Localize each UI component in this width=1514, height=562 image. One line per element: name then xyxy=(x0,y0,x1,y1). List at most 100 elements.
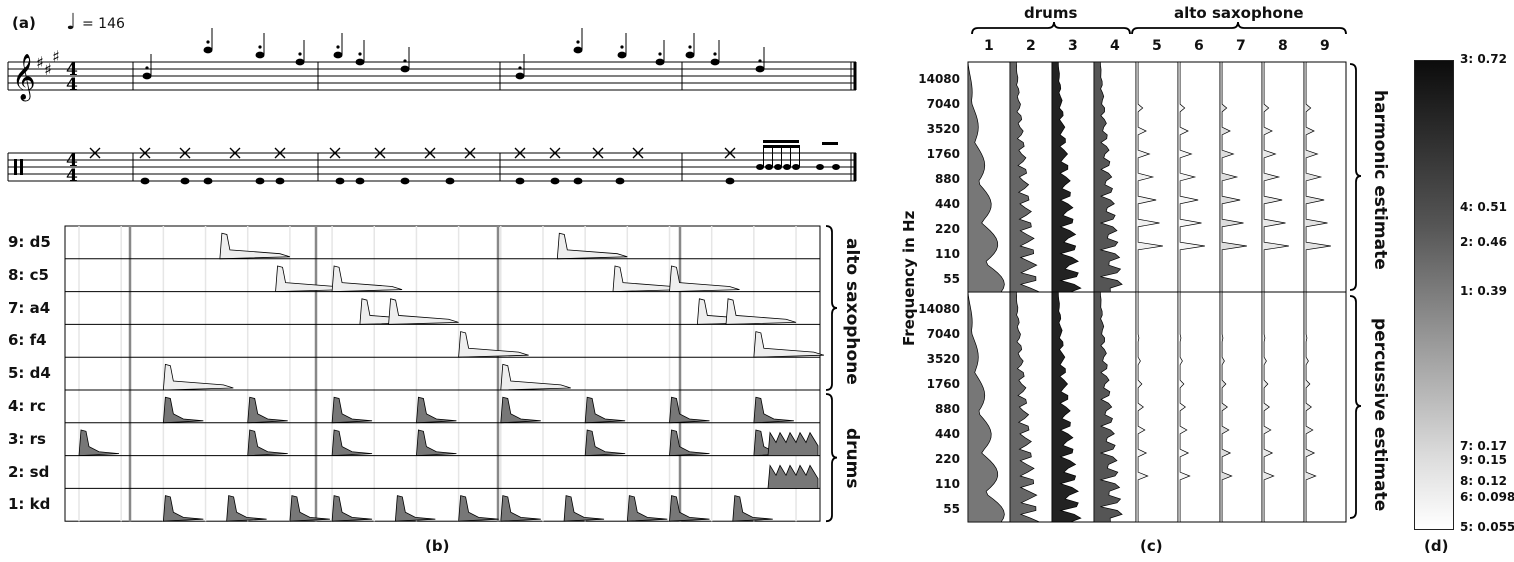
drum-note-head xyxy=(355,177,365,185)
panel-label-a: (a) xyxy=(12,14,36,32)
note-head xyxy=(355,58,365,66)
staccato-dot xyxy=(758,59,762,63)
activation-peak xyxy=(669,396,710,424)
note-head xyxy=(295,58,305,66)
roll-activation xyxy=(767,464,819,489)
spectrum-shape xyxy=(1177,291,1191,523)
activation-row-label: 8: c5 xyxy=(8,265,49,284)
frequency-tick-label: 3520 xyxy=(926,352,960,366)
activation-row-label: 7: a4 xyxy=(8,298,51,317)
frequency-tick-label: 220 xyxy=(934,452,960,466)
frequency-tick-label: 880 xyxy=(934,402,960,416)
spectrum-shape xyxy=(1219,61,1247,293)
panel-label-c: (c) xyxy=(1140,537,1163,555)
panel-label-b: (b) xyxy=(425,537,450,555)
activation-peak xyxy=(753,396,794,424)
column-number: 5 xyxy=(1152,38,1162,54)
svg-text:4: 4 xyxy=(66,166,78,186)
activation-peak xyxy=(219,232,290,260)
drum-note-head xyxy=(255,177,265,185)
colorbar-tick-label: 1: 0.39 xyxy=(1460,284,1507,299)
activation-peak xyxy=(162,495,204,522)
spectrum-shape xyxy=(1261,291,1275,523)
frequency-tick-label: 1760 xyxy=(926,147,960,161)
cymbal-note xyxy=(329,147,341,159)
colorbar-tick-label: 6: 0.098 xyxy=(1460,489,1514,504)
brace-harmonic xyxy=(1349,63,1362,291)
drum-note-head xyxy=(203,177,213,185)
note-head xyxy=(755,65,765,73)
note-head xyxy=(142,72,152,80)
staccato-dot xyxy=(403,59,407,63)
quarter-note-icon: ♩ xyxy=(66,10,77,35)
spectrum-shape xyxy=(1135,61,1163,293)
frequency-tick-label: 14080 xyxy=(918,72,960,86)
spectrum-shape xyxy=(1261,61,1289,293)
note-head xyxy=(203,46,213,54)
drum-note-head xyxy=(335,177,345,185)
activation-row-label: 5: d4 xyxy=(8,364,51,383)
drum-note-head xyxy=(180,177,190,185)
roll-activation xyxy=(767,431,819,456)
activation-peak xyxy=(725,298,797,325)
drum-note-head xyxy=(615,177,625,185)
cymbal-note xyxy=(724,147,736,159)
drum-note-head xyxy=(400,177,410,185)
activation-peak xyxy=(563,495,605,522)
cymbal-note xyxy=(514,147,526,159)
activation-peak xyxy=(458,495,499,522)
cymbal-note xyxy=(549,147,561,159)
colorbar-tick-label: 7: 0.17 xyxy=(1460,439,1507,454)
activation-peak xyxy=(669,265,740,293)
activation-peak xyxy=(78,429,120,457)
colorbar-tick-label: 9: 0.15 xyxy=(1460,453,1507,468)
section-label-harmonic: harmonic estimate xyxy=(1370,90,1390,270)
frequency-tick-label: 110 xyxy=(934,247,960,261)
activation-peak xyxy=(226,495,267,522)
staccato-dot xyxy=(298,52,302,56)
cymbal-note xyxy=(139,147,151,159)
frequency-tick-label: 3520 xyxy=(926,122,960,136)
note-head xyxy=(255,51,265,59)
frequency-tick-label: 55 xyxy=(943,272,960,286)
column-number: 8 xyxy=(1278,38,1288,54)
note-head xyxy=(710,58,720,66)
activation-peak xyxy=(556,232,628,260)
activation-peak xyxy=(500,396,541,424)
activation-peak xyxy=(732,495,773,522)
colorbar-tick-label: 8: 0.12 xyxy=(1460,474,1507,489)
activation-peak xyxy=(584,429,626,457)
cymbal-note xyxy=(179,147,191,159)
activation-row-label: 3: rs xyxy=(8,429,46,448)
spectrum-shape xyxy=(1303,61,1331,293)
svg-text:4: 4 xyxy=(66,151,78,171)
spectrum-shape xyxy=(1051,61,1082,293)
activation-row-label: 4: rc xyxy=(8,397,46,415)
drum-note-head xyxy=(573,177,583,185)
staccato-dot xyxy=(518,66,522,70)
tempo-marking: = 146 xyxy=(82,16,125,32)
staccato-dot xyxy=(258,45,262,49)
svg-text:♯: ♯ xyxy=(44,60,52,79)
spectrum-shape xyxy=(967,291,1005,523)
brace-sax xyxy=(825,225,838,391)
cymbal-note xyxy=(632,147,644,159)
note-head xyxy=(617,51,627,59)
cymbal-note xyxy=(374,147,386,159)
column-number: 1 xyxy=(984,38,994,54)
column-number: 7 xyxy=(1236,38,1246,54)
frequency-tick-label: 110 xyxy=(934,477,960,491)
note-head xyxy=(400,65,410,73)
header-sax: alto saxophone xyxy=(1174,4,1304,22)
frequency-tick-label: 14080 xyxy=(918,302,960,316)
activation-peak xyxy=(331,429,373,457)
cymbal-note xyxy=(424,147,436,159)
note-head xyxy=(515,72,525,80)
activation-peak xyxy=(415,396,457,424)
activation-peak xyxy=(626,495,668,522)
brace-drums xyxy=(825,393,838,523)
spectrum-shape xyxy=(1093,291,1123,523)
